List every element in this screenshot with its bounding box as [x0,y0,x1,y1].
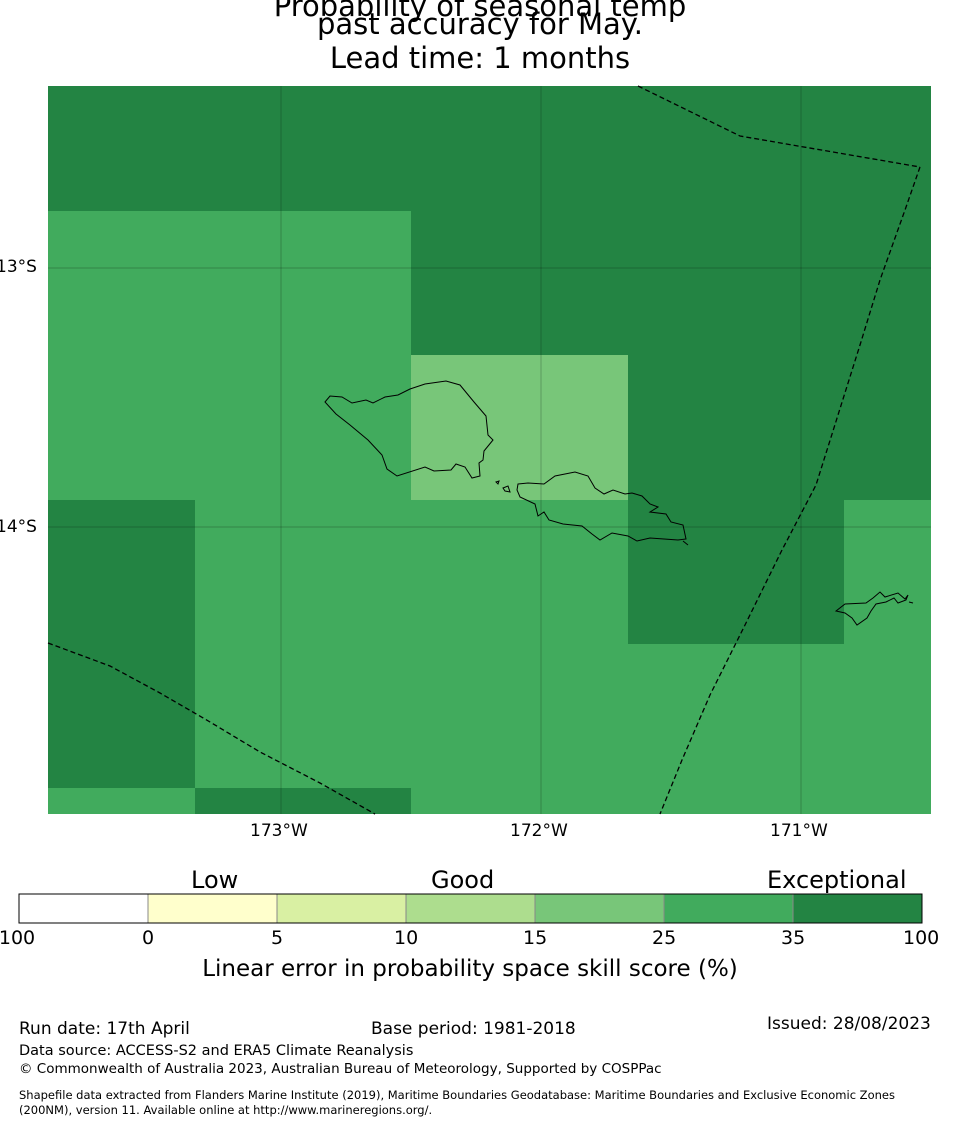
colorbar-segment [535,894,664,923]
manono-islet [502,485,511,493]
colorbar-title: Linear error in probability space skill … [202,956,738,982]
colorbar-tick: 35 [781,927,806,949]
lon-label-173w: 173°W [250,821,308,841]
skill-cell-very-good [48,788,195,814]
skill-map [47,85,931,815]
colorbar-tick: 15 [523,927,548,949]
upolu-island [516,471,687,542]
colorbar-segment [664,894,793,923]
maritime-boundaries [47,85,921,815]
lon-label-172w: 172°W [510,821,568,841]
tutuila-island [834,591,909,626]
colorbar-segment [19,894,148,923]
eez-boundary-east [659,166,921,815]
skill-cell-very-good [844,500,931,644]
eez-boundary-north [637,85,921,168]
upolu-east-tip [682,540,689,546]
base-period: Base period: 1981-2018 [371,1019,576,1039]
copyright: © Commonwealth of Australia 2023, Austra… [19,1061,662,1077]
colorbar-segment [148,894,277,923]
data-source: Data source: ACCESS-S2 and ERA5 Climate … [19,1043,414,1059]
colorbar-tick: 100 [903,927,940,949]
colorbar-tick: 10 [394,927,419,949]
colorbar [18,893,923,924]
lat-label-14s: 14°S [0,517,37,537]
savaii-island [324,380,494,479]
colorbar-segment [277,894,406,923]
legend-category-low: Low [191,866,239,894]
shapefile-credit-1: Shapefile data extracted from Flanders M… [19,1088,895,1102]
legend-category-good: Good [431,866,495,894]
eez-boundary-southwest [47,642,376,815]
apolima-islet [495,480,500,485]
legend-category-exceptional: Exceptional [767,866,907,894]
skill-cell-very-good [628,644,931,814]
skill-cell-very-good [411,500,628,814]
title-line-2: past accuracy for May. [316,7,644,41]
graticule [48,86,931,814]
colorbar-tick: 0 [142,927,155,949]
skill-cell-good [411,355,628,500]
colorbar-outline [18,893,923,924]
colorbar-segment [793,894,922,923]
run-date: Run date: 17th April [19,1019,190,1039]
shapefile-credit-2: (200NM), version 11. Available online at… [19,1103,433,1117]
lon-label-171w: 171°W [770,821,828,841]
colorbar-tick: -100 [0,927,36,949]
colorbar-tick: 25 [652,927,677,949]
aunuu-islet [908,601,914,604]
coastline [324,380,914,626]
title-line-1: Probability of seasonal temp [273,0,687,23]
skill-cell-very-good [48,211,411,500]
title-line-3: Lead time: 1 months [329,41,631,75]
colorbar-tick: 5 [271,927,284,949]
issued-date: Issued: 28/08/2023 [767,1014,931,1034]
colorbar-segment [406,894,535,923]
lat-label-13s: 13°S [0,257,37,277]
